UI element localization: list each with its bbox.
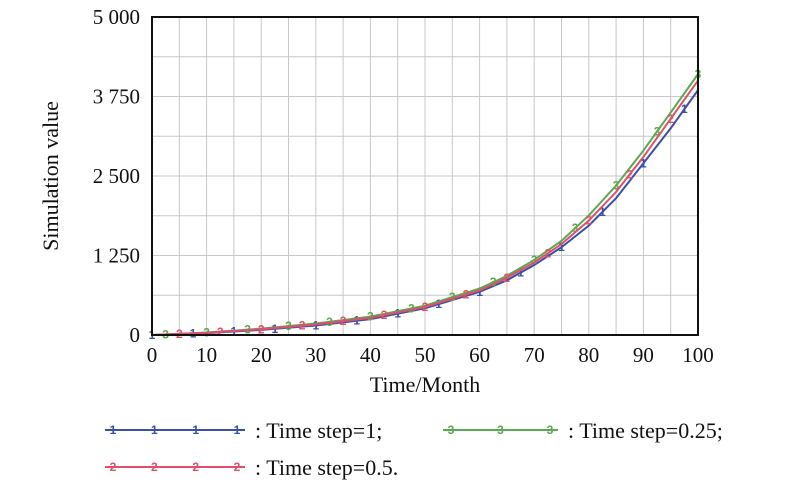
x-tick-label: 0 (147, 343, 158, 367)
legend-marker: 2 (110, 460, 117, 474)
series-marker: 2 (463, 288, 470, 302)
legend-label: : Time step=0.25; (568, 418, 723, 443)
series-marker: 1 (435, 297, 442, 311)
series-marker: 1 (394, 307, 401, 321)
series-marker: 3 (326, 315, 333, 329)
series-marker: 3 (572, 221, 579, 235)
legend-marker: 3 (448, 423, 455, 437)
grid (152, 17, 698, 335)
legend-marker: 2 (234, 460, 241, 474)
series-marker: 2 (217, 325, 224, 339)
y-tick-label: 1 250 (93, 244, 140, 268)
series-marker: 1 (517, 266, 524, 280)
series-marker: 2 (504, 271, 511, 285)
series-marker: 2 (299, 319, 306, 333)
legend-marker: 3 (497, 423, 504, 437)
legend-label: : Time step=1; (255, 418, 382, 443)
x-tick-label: 10 (196, 343, 217, 367)
y-tick-label: 3 750 (93, 85, 140, 109)
legend: 1 1 1 1 : Time step=1; 3 3 3 : Time step=0.25; 2 2… (105, 418, 723, 480)
series-marker: 2 (585, 214, 592, 228)
series-marker: 2 (626, 167, 633, 181)
ticks: 0 10 20 30 40 50 60 70 80 90 100 0 1 250 2 500 3 750 5 … (93, 5, 714, 367)
legend-marker: 2 (151, 460, 158, 474)
series-marker: 2 (667, 112, 674, 126)
x-tick-label: 40 (360, 343, 381, 367)
legend-marker: 1 (151, 423, 158, 437)
legend-marker: 1 (110, 423, 117, 437)
series-marker: 3 (654, 124, 661, 138)
series-marker: 2 (545, 246, 552, 260)
series-marker: 2 (258, 322, 265, 336)
series-marker: 3 (408, 301, 415, 315)
y-axis-label: Simulation value (38, 101, 63, 251)
series-marker: 3 (490, 275, 497, 289)
series-marker: 3 (367, 310, 374, 324)
series-marker: 3 (613, 179, 620, 193)
series-marker: 1 (599, 205, 606, 219)
series-marker: 1 (640, 156, 647, 170)
legend-marker: 3 (547, 423, 554, 437)
series-marker: 1 (353, 314, 360, 328)
series-marker: 1 (558, 240, 565, 254)
x-tick-label: 90 (633, 343, 654, 367)
series-marker: 1 (681, 102, 688, 116)
series-marker: 2 (176, 327, 183, 341)
series-marker: 3 (449, 290, 456, 304)
series-marker: 1 (476, 285, 483, 299)
plot-frame (151, 16, 699, 336)
series-marker: 2 (381, 308, 388, 322)
x-tick-label: 30 (305, 343, 326, 367)
x-tick-label: 100 (682, 343, 714, 367)
y-tick-label: 2 500 (93, 164, 140, 188)
series-marker: 2 (340, 314, 347, 328)
legend-marker: 2 (192, 460, 199, 474)
legend-marker: 1 (192, 423, 199, 437)
x-tick-label: 20 (251, 343, 272, 367)
x-tick-label: 80 (578, 343, 599, 367)
x-tick-label: 50 (415, 343, 436, 367)
x-tick-label: 70 (524, 343, 545, 367)
series-marker: 3 (531, 253, 538, 267)
legend-marker: 1 (234, 423, 241, 437)
legend-label: : Time step=0.5. (255, 455, 398, 480)
y-tick-label: 5 000 (93, 5, 140, 29)
x-axis-label: Time/Month (370, 372, 480, 397)
x-tick-label: 60 (469, 343, 490, 367)
y-tick-label: 0 (130, 323, 141, 347)
series-marker: 2 (422, 300, 429, 314)
